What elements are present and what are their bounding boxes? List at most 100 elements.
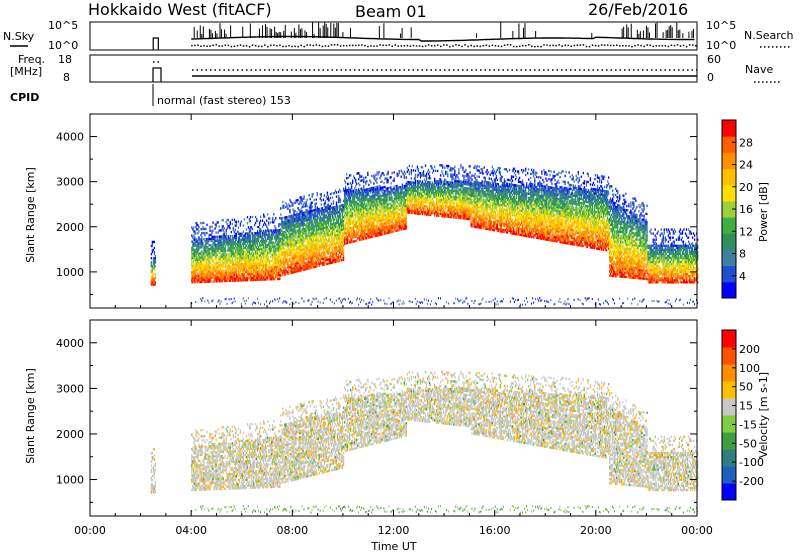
power-cell [310,228,312,231]
power-cell [195,244,197,247]
power-cell [253,238,256,241]
power-cell [318,234,320,237]
power-cell [304,268,306,271]
power-cell [289,219,291,222]
power-cell [348,239,351,242]
power-cell [322,257,324,260]
power-cell [296,260,298,263]
power-cell [336,221,339,224]
power-cell [343,199,346,203]
power-cell [231,279,233,282]
power-cell [388,217,390,220]
power-cell [260,278,263,281]
power-cell [267,253,269,257]
power-cell [306,261,308,264]
power-cell [227,224,229,228]
power-cell [214,235,216,238]
power-cell [229,269,231,272]
power-cell [257,240,260,243]
power-cell [255,217,258,221]
power-cell [365,196,367,199]
power-cell [371,303,373,306]
power-cell [300,234,302,238]
power-cell [343,189,346,193]
power-cell [300,198,302,201]
power-cell [212,274,214,277]
power-cell [264,254,266,257]
power-cell [196,256,198,259]
power-cell [201,227,203,231]
power-cell [365,216,367,220]
power-cell [377,173,379,176]
nsearch-point [603,44,606,46]
power-cell [382,222,384,226]
power-cell [339,214,342,218]
power-cell [371,209,373,212]
power-cell [352,206,354,209]
power-cell [276,275,278,279]
power-cell [304,235,306,239]
power-cell [294,226,296,229]
power-cell [309,206,311,209]
power-cell [301,224,303,227]
power-cell [291,224,293,228]
power-cell [237,238,240,242]
power-cell [347,188,350,192]
power-cell [360,206,362,209]
power-cell [220,273,222,277]
power-cell [265,249,267,253]
power-cell [330,239,333,242]
power-cell [287,262,289,265]
power-cell [297,229,299,232]
power-cell [250,226,253,229]
power-cell [375,226,377,229]
power-cell [257,233,260,237]
power-cell [200,270,202,273]
nsky-spikes [152,22,694,50]
power-cell [381,180,383,183]
power-cell [200,262,202,265]
power-cell [197,228,199,231]
power-cell [232,279,234,282]
power-cell [283,232,285,236]
power-cell [191,275,193,278]
power-cell [381,206,383,210]
power-cell [153,246,156,250]
nsearch-point [309,44,312,46]
power-cell [269,247,271,251]
power-cell [280,247,282,251]
power-cell [253,266,256,269]
power-cell [254,246,257,249]
power-cell [277,277,279,281]
power-cell [338,198,341,202]
power-cell [310,230,312,233]
power-cell [356,229,358,232]
power-cell [337,259,340,263]
power-cell [267,257,269,261]
power-cell [213,262,215,265]
power-cell [299,241,301,244]
power-cell [306,210,308,214]
power-cell [266,231,268,234]
nsearch-point [588,45,591,48]
power-cell [315,261,317,264]
power-cell [316,218,318,221]
power-cell [382,206,384,209]
freq-tick-high: 18 [58,53,72,66]
power-cell [352,232,354,235]
power-cell [374,216,376,220]
power-cell [312,243,314,247]
power-cell [216,265,218,269]
power-cell [253,232,256,235]
power-cell [238,238,241,242]
power-cell [285,258,287,262]
power-cell [271,243,273,246]
power-cell [331,247,334,250]
power-cell [315,224,317,228]
power-cell [322,212,324,216]
power-cell [383,196,385,199]
power-cell [279,263,281,266]
power-cell [298,231,300,234]
power-cell [382,218,384,222]
power-cell [218,251,220,255]
